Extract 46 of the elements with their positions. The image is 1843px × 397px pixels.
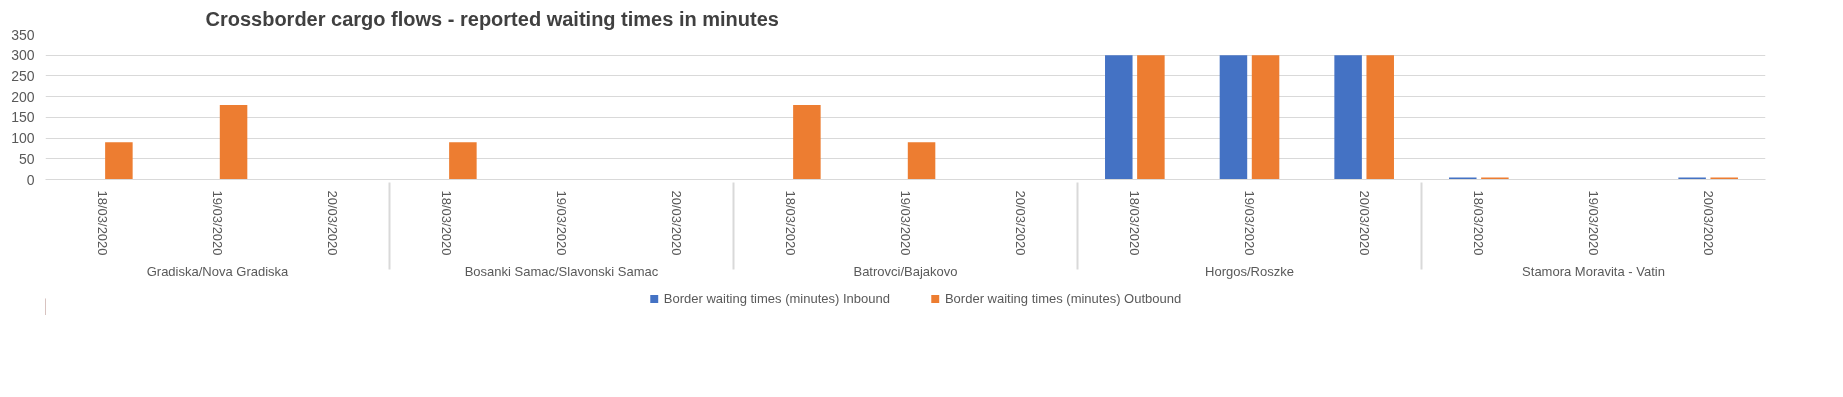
- x-tick-label: 19/03/2020: [1586, 190, 1601, 256]
- y-tick-label: 350: [11, 26, 35, 43]
- x-tick-label: 19/03/2020: [898, 190, 913, 256]
- bar: [1678, 177, 1706, 180]
- text: Stamora Moravita - Vatin: [1522, 263, 1665, 279]
- legend-label: Border waiting times (minutes) Inbound: [663, 290, 890, 306]
- text: Horgos/Roszke: [1205, 263, 1294, 279]
- bar: [1481, 177, 1509, 180]
- x-tick-label: 19/03/2020: [1242, 190, 1257, 256]
- x-tick-label: 18/03/2020: [439, 190, 455, 256]
- y-tick-label: 0: [26, 171, 35, 188]
- y-tick-label: 50: [18, 150, 35, 167]
- x-tick-label: 20/03/2020: [668, 190, 684, 256]
- y-tick-label: 250: [11, 67, 35, 84]
- x-tick-label: 18/03/2020: [1127, 190, 1143, 256]
- x-tick-label: 18/03/2020: [95, 190, 111, 256]
- bar: [1251, 55, 1280, 180]
- bar: [1219, 55, 1248, 180]
- x-tick-label: 20/03/2020: [1700, 190, 1716, 256]
- bar: [793, 104, 821, 180]
- bar: [1105, 55, 1133, 180]
- chart-title: Crossborder cargo flows - reported waiting times in minutes: [205, 7, 779, 30]
- text: Batrovci/Bajakovo: [853, 263, 958, 279]
- bar: [449, 142, 477, 180]
- x-tick-label: 20/03/2020: [324, 190, 340, 256]
- bar: [1710, 177, 1738, 180]
- legend-label: Border waiting times (minutes) Outbound: [944, 290, 1182, 306]
- x-tick-label: 18/03/2020: [783, 190, 799, 256]
- bar: [1334, 55, 1362, 180]
- bar: [907, 142, 936, 180]
- x-tick-label: 20/03/2020: [1012, 190, 1028, 256]
- y-tick-label: 300: [11, 47, 35, 64]
- x-tick-label: 20/03/2020: [1356, 190, 1372, 256]
- x-tick-label: 18/03/2020: [1471, 190, 1487, 256]
- y-tick-label: 150: [11, 109, 35, 126]
- text: Bosanki Samac/Slavonski Samac: [464, 263, 659, 279]
- x-tick-label: 19/03/2020: [210, 190, 225, 256]
- bar: [105, 142, 133, 180]
- bar: [219, 104, 248, 180]
- bar: [1137, 55, 1165, 180]
- x-tick-label: 19/03/2020: [554, 190, 569, 256]
- y-tick-label: 200: [11, 88, 35, 105]
- bar: [1366, 55, 1394, 180]
- bar: [1449, 177, 1477, 180]
- text: Gradiska/Nova Gradiska: [146, 263, 290, 279]
- y-tick-label: 100: [11, 130, 35, 147]
